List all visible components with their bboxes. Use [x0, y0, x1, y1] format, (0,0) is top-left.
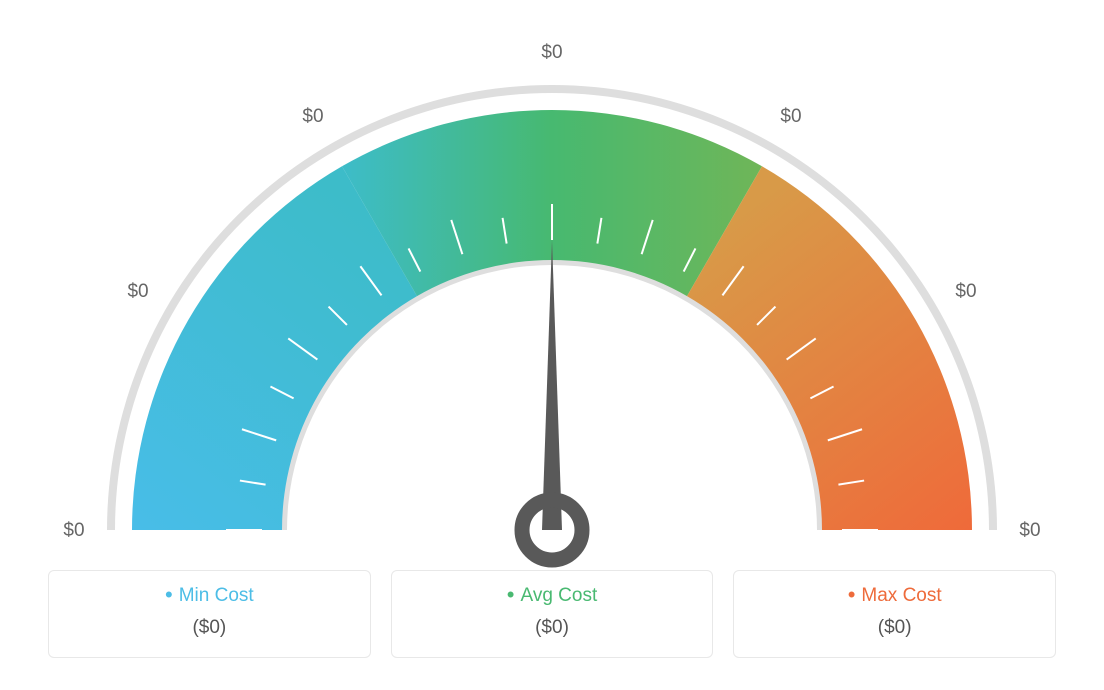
- legend-value: ($0): [59, 617, 360, 639]
- legend-dot-icon: •: [507, 584, 515, 606]
- gauge-tick-label: $0: [780, 106, 801, 127]
- legend-value: ($0): [744, 617, 1045, 639]
- legend-value: ($0): [402, 617, 703, 639]
- gauge-tick-label: $0: [1019, 520, 1040, 541]
- legend-dot-icon: •: [848, 584, 856, 606]
- legend-card-avg: • Avg Cost ($0): [391, 570, 714, 658]
- legend-label-text: Avg Cost: [520, 585, 597, 607]
- gauge-chart: $0 $0 $0 $0 $0 $0 $0: [0, 0, 1104, 560]
- gauge-tick-label: $0: [302, 106, 323, 127]
- legend-label-text: Min Cost: [179, 585, 254, 607]
- legend-dot-icon: •: [165, 584, 173, 606]
- legend-row: • Min Cost ($0) • Avg Cost ($0) • Max Co…: [0, 560, 1104, 658]
- gauge-needle: [542, 240, 562, 530]
- gauge-tick-label: $0: [955, 281, 976, 302]
- gauge-svg: $0 $0 $0 $0 $0 $0 $0: [0, 0, 1104, 570]
- legend-label: • Avg Cost: [402, 585, 703, 607]
- legend-label-text: Max Cost: [861, 585, 941, 607]
- gauge-tick-label: $0: [541, 42, 562, 63]
- gauge-tick-label: $0: [63, 520, 84, 541]
- legend-label: • Min Cost: [59, 585, 360, 607]
- legend-label: • Max Cost: [744, 585, 1045, 607]
- legend-card-min: • Min Cost ($0): [48, 570, 371, 658]
- gauge-tick-label: $0: [127, 281, 148, 302]
- legend-card-max: • Max Cost ($0): [733, 570, 1056, 658]
